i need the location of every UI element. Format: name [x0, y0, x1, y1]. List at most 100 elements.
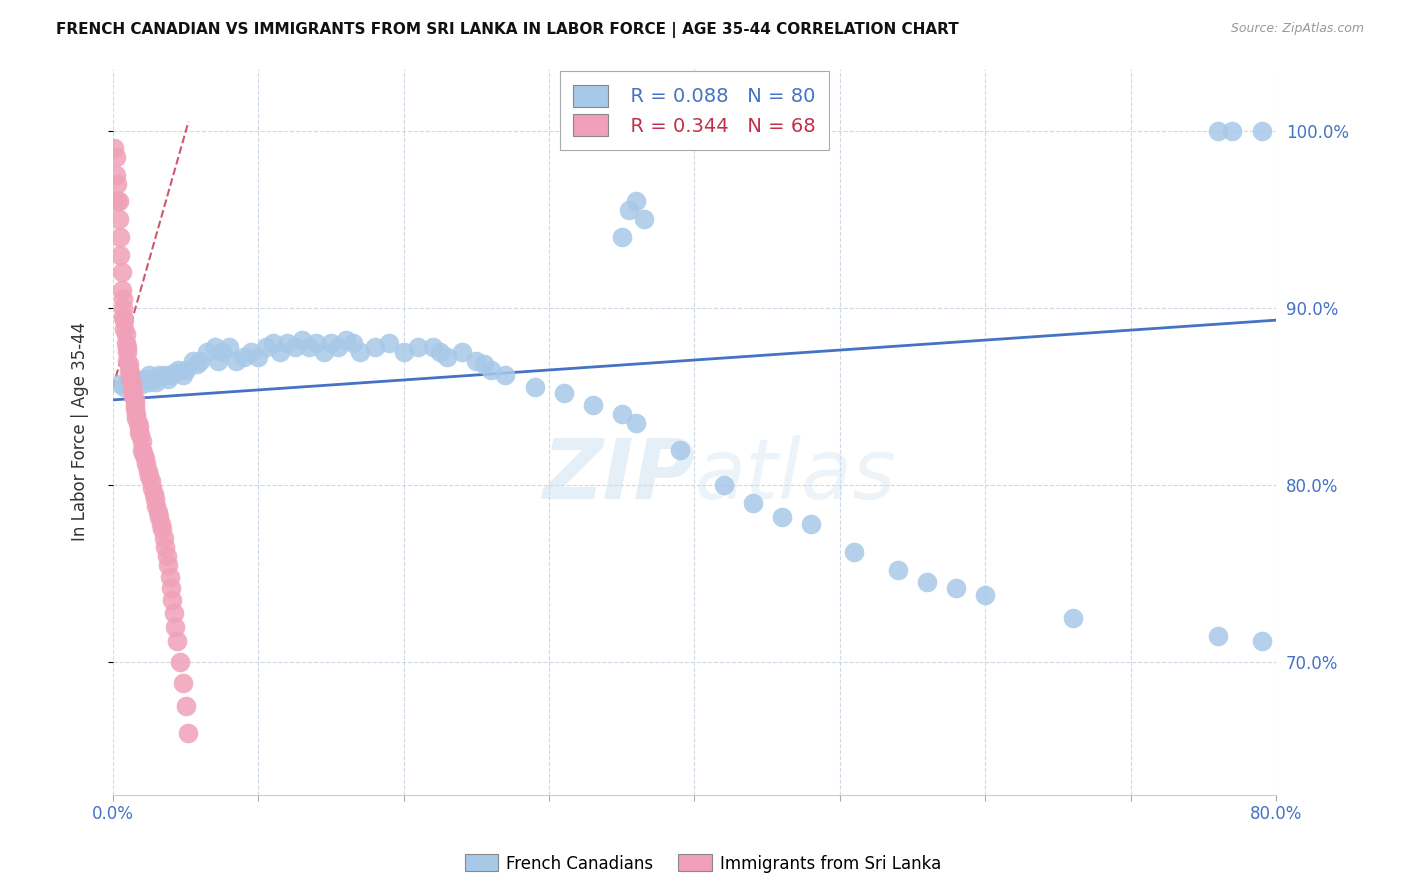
- Point: [328, 340, 350, 354]
- Point: [429, 345, 451, 359]
- Point: [305, 336, 328, 351]
- Point: [148, 509, 170, 524]
- Point: [610, 407, 633, 421]
- Point: [172, 676, 194, 690]
- Point: [319, 336, 342, 351]
- Point: [633, 212, 655, 227]
- Point: [121, 380, 143, 394]
- Point: [298, 340, 321, 354]
- Point: [138, 469, 160, 483]
- Point: [114, 313, 136, 327]
- Point: [146, 504, 169, 518]
- Point: [122, 384, 145, 398]
- Point: [165, 620, 187, 634]
- Point: [523, 380, 546, 394]
- Point: [114, 380, 136, 394]
- Point: [163, 367, 186, 381]
- Point: [143, 492, 166, 507]
- Legend:   R = 0.088   N = 80,   R = 0.344   N = 68: R = 0.088 N = 80, R = 0.344 N = 68: [560, 71, 830, 150]
- Point: [128, 375, 150, 389]
- Point: [112, 292, 135, 306]
- Point: [603, 123, 626, 137]
- Point: [105, 194, 128, 209]
- Point: [115, 336, 138, 351]
- Legend: French Canadians, Immigrants from Sri Lanka: French Canadians, Immigrants from Sri La…: [458, 847, 948, 880]
- Y-axis label: In Labor Force | Age 35-44: In Labor Force | Age 35-44: [72, 322, 89, 541]
- Point: [118, 363, 141, 377]
- Point: [479, 363, 502, 377]
- Point: [142, 371, 165, 385]
- Point: [166, 633, 188, 648]
- Point: [120, 371, 142, 385]
- Point: [120, 376, 142, 391]
- Point: [887, 563, 910, 577]
- Point: [117, 340, 139, 354]
- Point: [177, 726, 200, 740]
- Point: [472, 358, 495, 372]
- Point: [104, 168, 127, 182]
- Point: [134, 371, 156, 385]
- Point: [127, 416, 149, 430]
- Point: [162, 593, 184, 607]
- Point: [169, 655, 191, 669]
- Point: [174, 363, 197, 377]
- Point: [312, 345, 335, 359]
- Point: [104, 150, 127, 164]
- Point: [108, 230, 131, 244]
- Point: [142, 487, 165, 501]
- Point: [124, 398, 146, 412]
- Point: [107, 194, 129, 209]
- Point: [349, 345, 371, 359]
- Point: [713, 478, 735, 492]
- Point: [128, 425, 150, 439]
- Point: [661, 123, 683, 137]
- Point: [135, 457, 157, 471]
- Point: [110, 265, 132, 279]
- Point: [617, 123, 640, 137]
- Point: [204, 340, 226, 354]
- Point: [148, 368, 170, 382]
- Point: [494, 368, 516, 382]
- Point: [103, 141, 125, 155]
- Point: [269, 345, 291, 359]
- Point: [232, 351, 254, 365]
- Point: [207, 354, 229, 368]
- Point: [122, 389, 145, 403]
- Point: [159, 570, 181, 584]
- Point: [136, 464, 159, 478]
- Point: [1222, 123, 1244, 137]
- Point: [915, 575, 938, 590]
- Point: [134, 451, 156, 466]
- Point: [112, 301, 135, 315]
- Point: [131, 434, 153, 448]
- Point: [112, 310, 135, 324]
- Point: [1250, 123, 1272, 137]
- Point: [129, 428, 152, 442]
- Point: [131, 442, 153, 457]
- Point: [741, 496, 763, 510]
- Point: [149, 516, 172, 531]
- Point: [150, 522, 173, 536]
- Point: [117, 345, 139, 359]
- Point: [800, 516, 823, 531]
- Text: FRENCH CANADIAN VS IMMIGRANTS FROM SRI LANKA IN LABOR FORCE | AGE 35-44 CORRELAT: FRENCH CANADIAN VS IMMIGRANTS FROM SRI L…: [56, 22, 959, 38]
- Point: [160, 581, 183, 595]
- Point: [160, 368, 183, 382]
- Point: [152, 368, 174, 382]
- Point: [188, 354, 211, 368]
- Point: [770, 509, 793, 524]
- Point: [291, 333, 314, 347]
- Point: [124, 371, 146, 385]
- Point: [610, 230, 633, 244]
- Point: [225, 354, 247, 368]
- Point: [676, 123, 699, 137]
- Point: [157, 371, 180, 385]
- Point: [108, 247, 131, 261]
- Point: [145, 375, 167, 389]
- Point: [108, 376, 131, 391]
- Point: [107, 212, 129, 227]
- Point: [121, 375, 143, 389]
- Point: [181, 354, 204, 368]
- Point: [406, 340, 429, 354]
- Point: [422, 340, 444, 354]
